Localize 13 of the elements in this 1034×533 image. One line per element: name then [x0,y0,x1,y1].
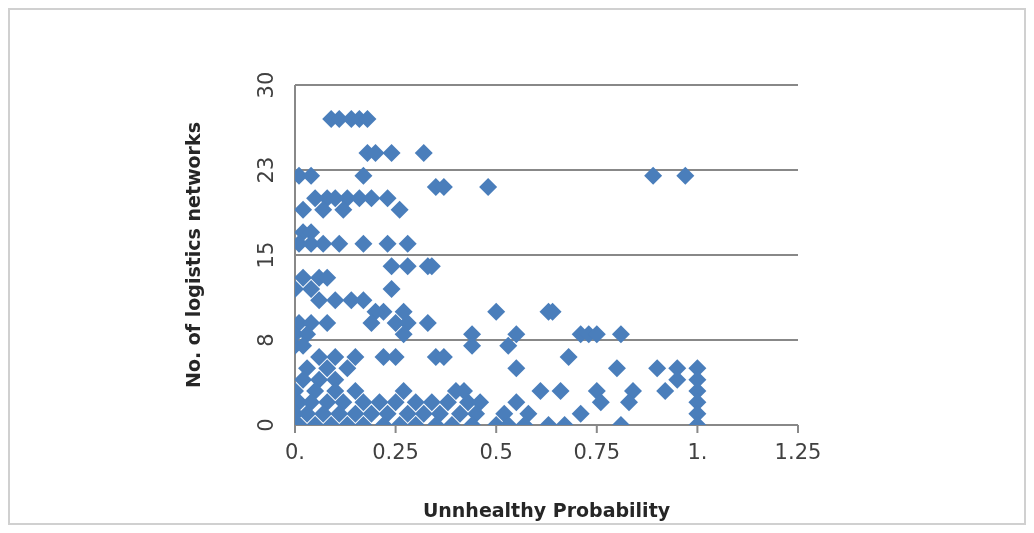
x-axis-title: Unnhealthy Probability [422,499,671,521]
x-tick-label: 1.25 [774,440,822,464]
x-tick-label: 0.5 [479,440,513,464]
x-tick-label: 1. [687,440,708,464]
y-tick-label: 23 [254,156,278,184]
x-tick-label: 0.25 [372,440,419,464]
y-tick-label: 30 [254,71,278,99]
x-tick-label: 0. [284,440,306,464]
y-tick-label: 8 [254,333,278,347]
y-tick-label: 15 [254,241,278,269]
y-tick-label: 0 [254,418,278,432]
y-axis-title: No. of logistics networks [181,122,204,388]
x-tick-label: 0.75 [573,440,621,464]
